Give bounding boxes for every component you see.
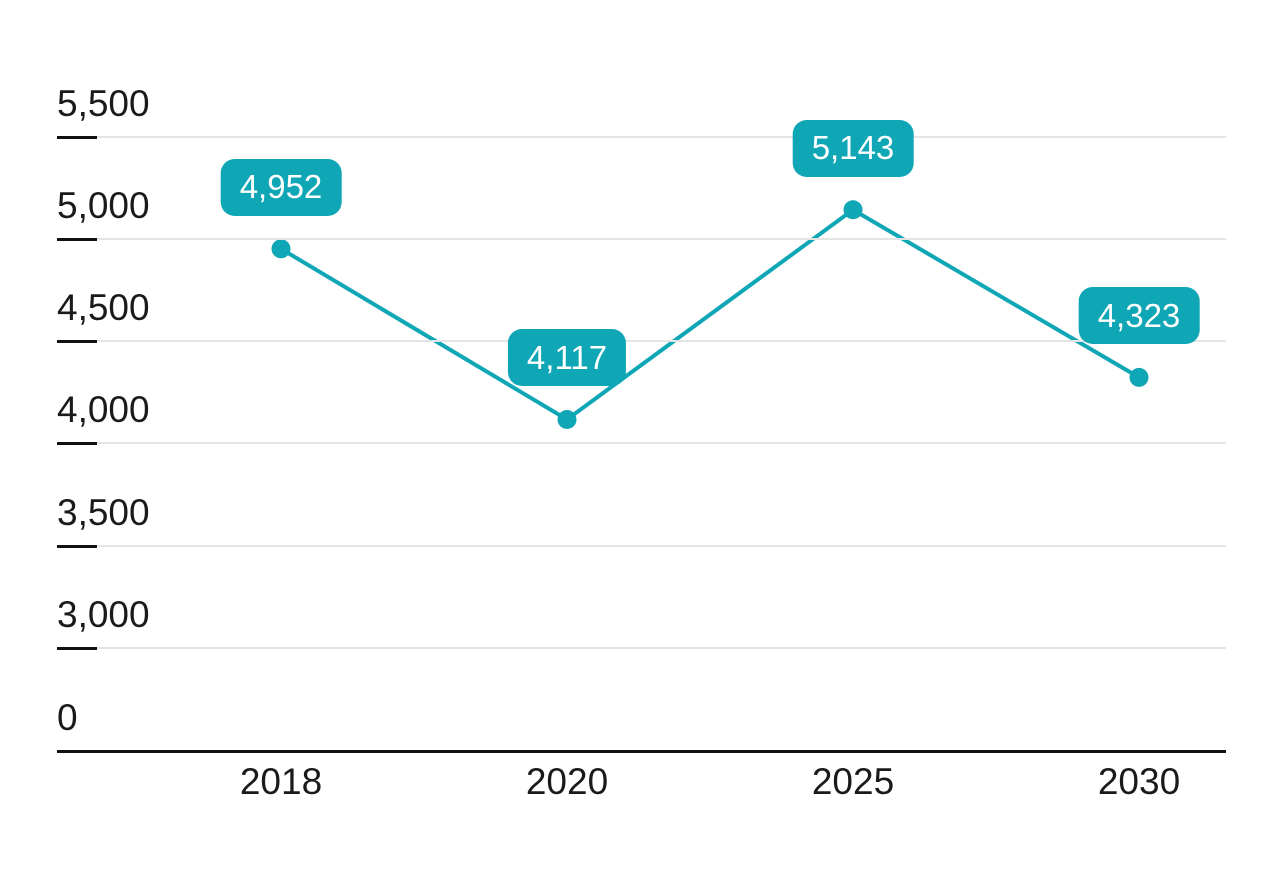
y-tick-dash	[57, 238, 97, 241]
y-axis-tick-label: 4,500	[57, 287, 150, 329]
gridline	[97, 135, 1226, 138]
y-axis-tick-label: 3,500	[57, 491, 150, 533]
data-point-marker	[843, 200, 863, 220]
gridline	[97, 442, 1226, 445]
data-point-marker	[557, 409, 577, 429]
gridline	[97, 238, 1226, 240]
data-point-label-badge: 4,117	[507, 329, 627, 387]
data-point-label-badge: 4,952	[220, 158, 342, 216]
y-axis-tick-label: 5,500	[57, 82, 150, 124]
gridline	[97, 646, 1226, 649]
y-axis-tick-label: 3,000	[57, 593, 150, 635]
x-axis-tick-label: 2025	[811, 761, 895, 802]
data-point-label-badge: 4,323	[1078, 287, 1200, 345]
data-point-marker	[1129, 367, 1149, 387]
y-tick-dash	[57, 646, 97, 650]
x-axis-tick-label: 2018	[239, 761, 323, 802]
x-axis-tick-label: 2030	[1097, 761, 1181, 802]
y-tick-dash	[57, 544, 97, 548]
y-tick-dash	[57, 340, 97, 344]
gridline	[97, 544, 1226, 547]
series-line	[279, 207, 1141, 422]
y-tick-dash	[57, 442, 97, 446]
y-axis-tick-label: 5,000	[57, 185, 150, 226]
x-axis-line	[57, 750, 1226, 753]
gridline	[97, 340, 1226, 343]
x-axis-tick-label: 2020	[525, 761, 609, 802]
y-tick-dash	[57, 135, 97, 139]
y-axis-tick-label: 4,000	[57, 389, 150, 431]
data-point-marker	[271, 239, 291, 259]
data-point-label-badge: 5,143	[792, 119, 914, 177]
y-axis-tick-label: 0	[57, 697, 78, 738]
